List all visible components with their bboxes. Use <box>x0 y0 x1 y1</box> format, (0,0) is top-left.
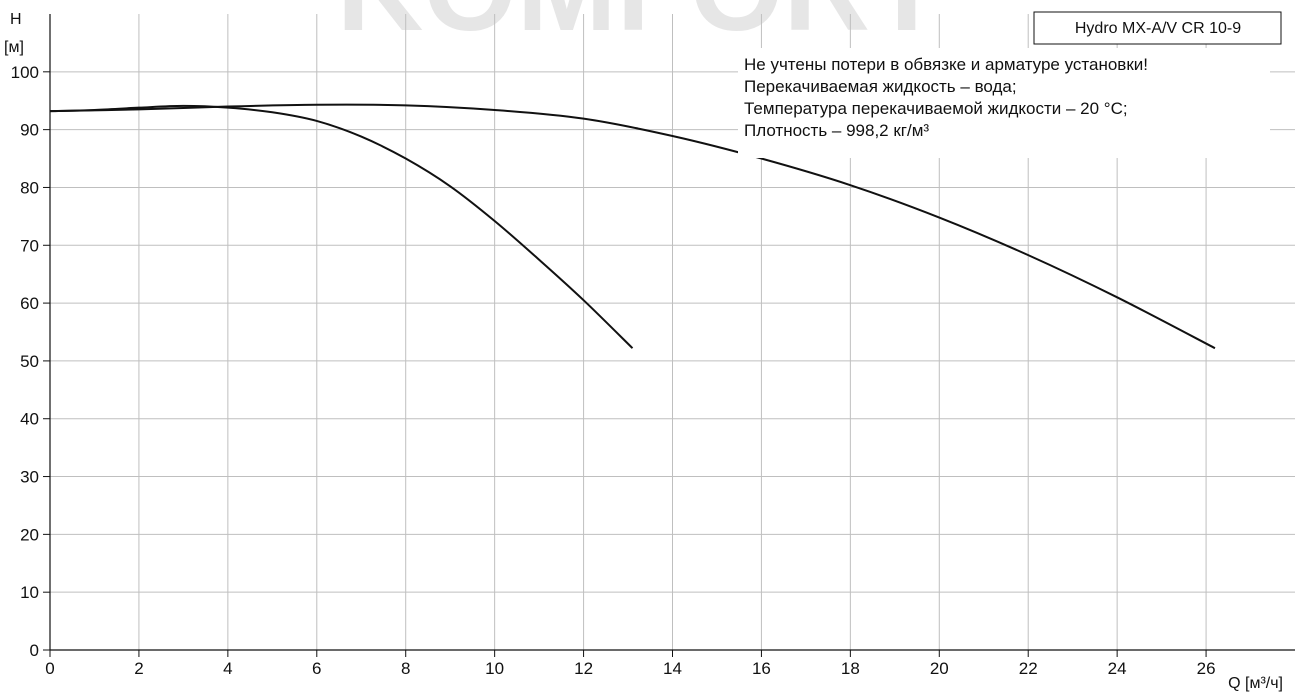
axes <box>43 14 1295 657</box>
x-tick-label-6: 6 <box>312 659 321 678</box>
y-tick-label-70: 70 <box>20 236 39 255</box>
x-tick-label-8: 8 <box>401 659 410 678</box>
curves <box>49 103 1216 350</box>
y-tick-label-100: 100 <box>11 63 39 82</box>
y-tick-label-90: 90 <box>20 121 39 140</box>
watermark-text: KOMFORT <box>337 0 944 56</box>
y-axis-title-symbol: H <box>10 11 22 28</box>
x-tick-label-2: 2 <box>134 659 143 678</box>
x-tick-label-22: 22 <box>1019 659 1038 678</box>
x-tick-label-4: 4 <box>223 659 232 678</box>
x-axis-title: Q [м³/ч] <box>1228 675 1283 692</box>
y-tick-label-40: 40 <box>20 410 39 429</box>
x-tick-label-12: 12 <box>574 659 593 678</box>
curve-series-1 <box>49 104 634 349</box>
x-tick-label-0: 0 <box>45 659 54 678</box>
y-tick-label-50: 50 <box>20 352 39 371</box>
y-tick-label-20: 20 <box>20 525 39 544</box>
note-line-3: Температура перекачиваемой жидкости – 20… <box>744 99 1128 118</box>
model-label: Hydro MX-A/V CR 10-9 <box>1075 20 1241 37</box>
tick-labels: 0 2 4 6 8 10 12 14 16 18 20 22 24 2601020304050607080… <box>11 63 1216 678</box>
note-line-2: Перекачиваемая жидкость – вода; <box>744 77 1017 96</box>
x-tick-label-14: 14 <box>663 659 682 678</box>
x-tick-label-16: 16 <box>752 659 771 678</box>
y-tick-label-10: 10 <box>20 583 39 602</box>
y-tick-label-80: 80 <box>20 178 39 197</box>
x-tick-label-10: 10 <box>485 659 504 678</box>
x-tick-label-24: 24 <box>1108 659 1127 678</box>
y-tick-label-60: 60 <box>20 294 39 313</box>
y-axis-title-unit: [м] <box>4 39 24 56</box>
y-tick-label-30: 30 <box>20 468 39 487</box>
x-tick-label-18: 18 <box>841 659 860 678</box>
note-line-1: Не учтены потери в обвязке и арматуре ус… <box>744 55 1148 74</box>
x-tick-label-26: 26 <box>1197 659 1216 678</box>
x-tick-label-20: 20 <box>930 659 949 678</box>
y-tick-label-0: 0 <box>30 641 39 660</box>
notes-background <box>738 48 1270 158</box>
model-label-box <box>1033 11 1282 45</box>
note-line-4: Плотность – 998,2 кг/м³ <box>744 121 929 140</box>
curve-series-2 <box>49 103 1216 350</box>
